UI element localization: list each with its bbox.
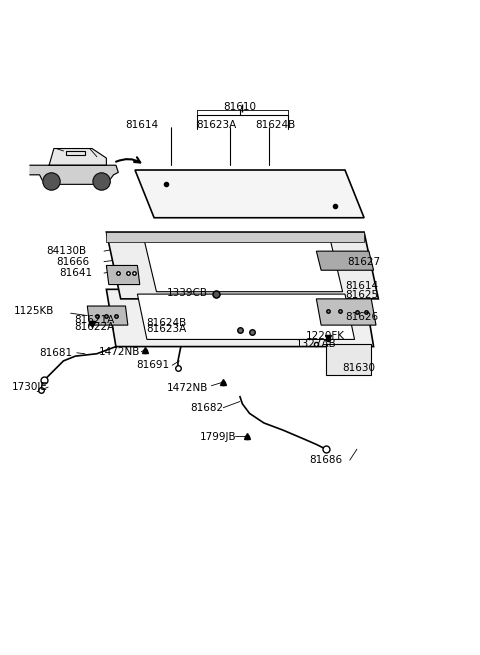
Text: 1730JE: 1730JE — [12, 382, 48, 392]
Text: 84130B: 84130B — [46, 246, 86, 256]
Text: 1327AB: 1327AB — [296, 339, 337, 348]
Text: 81614: 81614 — [126, 120, 159, 130]
Text: 81627: 81627 — [348, 257, 381, 267]
Text: 1799JB: 1799JB — [200, 432, 237, 442]
Text: 81624B: 81624B — [146, 318, 186, 328]
Polygon shape — [135, 170, 364, 217]
Text: 81624B: 81624B — [256, 120, 296, 130]
Text: 81691: 81691 — [136, 360, 169, 370]
Text: 81626: 81626 — [345, 312, 378, 322]
Text: 81622A: 81622A — [74, 322, 115, 331]
Text: 81682: 81682 — [190, 403, 223, 413]
Text: 81686: 81686 — [309, 455, 342, 465]
Polygon shape — [107, 290, 373, 346]
Text: 1125KB: 1125KB — [13, 307, 54, 316]
Circle shape — [93, 173, 110, 190]
Bar — [326, 345, 371, 375]
Text: 81623A: 81623A — [146, 324, 186, 335]
Polygon shape — [144, 242, 343, 291]
Text: 81621A: 81621A — [74, 315, 115, 325]
Polygon shape — [49, 149, 107, 165]
Text: 1339CB: 1339CB — [167, 288, 208, 298]
Text: 81610: 81610 — [224, 102, 256, 111]
Text: 1472NB: 1472NB — [99, 347, 141, 357]
Text: 81623A: 81623A — [196, 120, 236, 130]
Circle shape — [43, 173, 60, 190]
Polygon shape — [137, 294, 355, 339]
Text: 81614: 81614 — [345, 280, 378, 291]
Polygon shape — [107, 232, 378, 299]
Text: 1220FK: 1220FK — [305, 331, 345, 341]
Text: 81666: 81666 — [57, 257, 90, 267]
Text: 1472NB: 1472NB — [167, 383, 208, 393]
Polygon shape — [87, 306, 128, 325]
Polygon shape — [316, 251, 373, 271]
Polygon shape — [107, 265, 140, 284]
Text: 81641: 81641 — [59, 268, 92, 278]
Polygon shape — [107, 232, 364, 242]
Polygon shape — [30, 165, 118, 184]
Polygon shape — [316, 299, 376, 325]
Text: 81681: 81681 — [40, 348, 73, 358]
Text: 81630: 81630 — [342, 363, 375, 373]
Text: 81625: 81625 — [345, 290, 378, 300]
